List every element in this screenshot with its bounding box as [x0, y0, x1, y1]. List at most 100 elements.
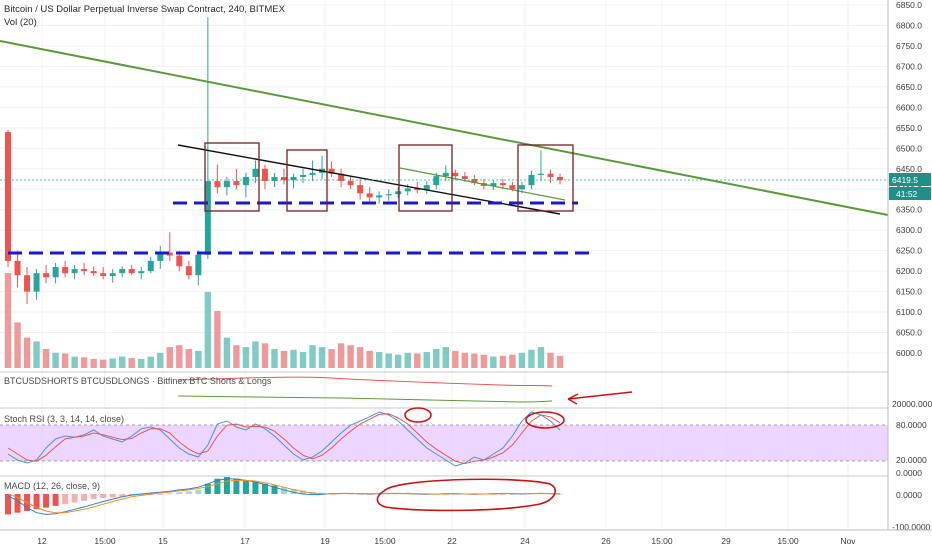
macd-hist-bar: [281, 487, 287, 494]
volume-bar: [166, 347, 173, 368]
candle-body: [309, 172, 316, 175]
macd-hist-bar: [52, 494, 59, 506]
price-tick-label: 6200.0: [896, 266, 922, 276]
price-tick-label: 6800.0: [896, 20, 922, 30]
time-tick-label: Nov: [840, 536, 856, 546]
macd-hist-bar: [176, 492, 183, 494]
price-panel[interactable]: Bitcoin / US Dollar Perpetual Inverse Sw…: [0, 4, 889, 368]
volume-bar: [109, 358, 116, 368]
volume-bar: [4, 273, 12, 368]
volume-bar: [433, 349, 440, 368]
macd-hist-bar: [252, 482, 259, 494]
symbol-title: Bitcoin / US Dollar Perpetual Inverse Sw…: [4, 4, 286, 15]
volume-bar: [61, 353, 69, 368]
time-tick-label: 22: [447, 536, 457, 546]
consolidation-box-4[interactable]: [517, 144, 574, 212]
candle-body: [338, 173, 345, 182]
green-descending-trendline[interactable]: [0, 40, 889, 216]
countdown-value: 41:52: [896, 189, 918, 199]
time-axis[interactable]: 12 15:00 15 17 19 15:00 22 24 26 15:00 29 15:00 Nov: [0, 529, 932, 550]
macd-hist-bar: [100, 494, 107, 499]
macd-hist-bar: [119, 494, 126, 497]
candle-body: [214, 181, 221, 188]
macd-panel[interactable]: MACD (12, 26, close, 9): [0, 475, 888, 515]
candle-body: [452, 172, 459, 177]
volume-bar: [461, 352, 469, 368]
price-tick-label: 6600.0: [896, 102, 922, 112]
macd-hist-bar: [290, 488, 297, 494]
macd-signal-line: [7, 479, 560, 514]
candle-body: [300, 174, 307, 177]
volume-bar: [80, 357, 88, 368]
consolidation-box-3[interactable]: [398, 144, 453, 212]
candle-body: [157, 252, 164, 261]
candle-body: [433, 176, 440, 186]
time-tick-label: 15:00: [651, 536, 673, 546]
macd-hist-bar: [147, 494, 154, 496]
volume-bar: [395, 354, 402, 368]
candle-body: [138, 271, 145, 274]
macd-hist-bar: [62, 494, 69, 505]
volume-bar: [528, 349, 535, 368]
candle-body: [528, 174, 535, 186]
stoch-axis-tick-0: 0.0000: [896, 468, 922, 478]
shorts-line: [177, 376, 553, 387]
candle-body: [119, 269, 126, 274]
macd-hist-bar: [81, 494, 88, 501]
price-tick-label: 6450.0: [896, 164, 922, 174]
candle-body: [347, 181, 354, 186]
time-tick-label: 15:00: [374, 536, 396, 546]
candle-body: [328, 168, 335, 174]
volume-bar: [52, 352, 59, 368]
price-tick-label: 6650.0: [896, 82, 922, 92]
candle-body: [185, 266, 192, 276]
volume-bar: [404, 352, 411, 368]
price-tick-label: 6550.0: [896, 123, 922, 133]
volume-bar: [480, 354, 488, 368]
candle-body: [81, 269, 88, 272]
consolidation-box-1[interactable]: [204, 142, 260, 212]
macd-hist-bar: [204, 483, 211, 494]
candle-body: [71, 269, 78, 274]
volume-bar: [347, 345, 354, 368]
candle-body: [414, 188, 421, 191]
stoch-d-line: [7, 413, 561, 465]
volume-bar: [71, 356, 78, 368]
time-tick-label: 12: [37, 536, 47, 546]
volume-bar: [423, 352, 430, 368]
last-price-value: 6419.5: [892, 175, 918, 185]
candle-body: [195, 254, 202, 276]
macd-hist-bar: [499, 494, 506, 495]
candle-body: [166, 252, 173, 256]
macd-hist-bar: [509, 494, 516, 495]
volume-bar: [318, 347, 326, 368]
volume-bar: [23, 337, 31, 368]
macd-hist-bar: [214, 478, 221, 494]
candle-body: [14, 260, 21, 276]
stoch-label: Stoch RSI (3, 3, 14, 14, close): [4, 414, 124, 424]
price-tick-label: 6500.0: [896, 143, 922, 153]
candle-body: [404, 188, 411, 192]
volume-bar: [337, 343, 345, 368]
price-tick-label: 6300.0: [896, 225, 922, 235]
stoch-rsi-panel[interactable]: Stoch RSI (3, 3, 14, 14, close): [0, 407, 888, 467]
candle-body: [442, 172, 449, 177]
volume-bar: [518, 352, 526, 368]
price-axis[interactable]: 6850.0 6800.0 6750.0 6700.0 6650.0 6600.0 6550…: [887, 0, 932, 532]
candles: [5, 17, 563, 304]
consolidation-box-2[interactable]: [286, 149, 328, 212]
volume-bar: [157, 352, 164, 368]
volume-bar: [14, 322, 21, 368]
candle-body: [471, 179, 478, 184]
candle-body: [43, 273, 50, 278]
macd-hist-bar: [223, 477, 230, 494]
volume-bar: [204, 292, 212, 368]
shorts-longs-panel[interactable]: BTCUSDSHORTS BTCUSDLONGS · Bitfinex BTC …: [0, 371, 888, 405]
candle-body: [423, 185, 430, 191]
candle-body: [261, 168, 268, 182]
volume-bar: [385, 353, 392, 368]
annotation-circle-stoch-2: [525, 411, 565, 429]
volume-bar: [299, 352, 307, 368]
green-short-trendline[interactable]: [399, 167, 566, 201]
annotation-circle-stoch-1: [404, 407, 432, 423]
